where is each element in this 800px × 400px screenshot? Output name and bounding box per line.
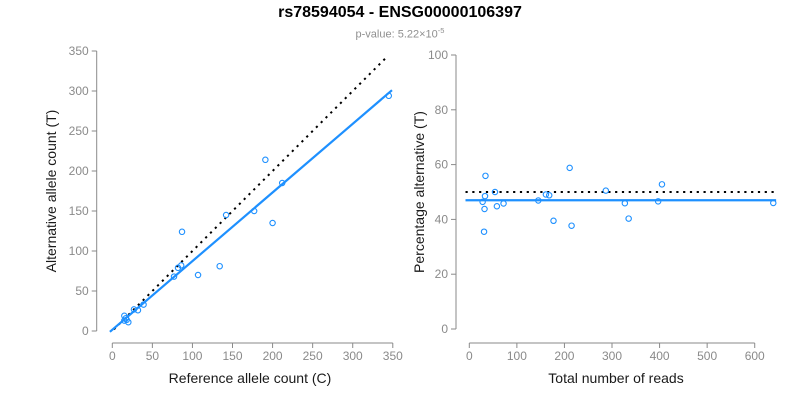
y-tick-label: 100	[69, 244, 89, 258]
y-axis-title: Alternative allele count (T)	[43, 110, 59, 273]
data-point	[621, 199, 629, 207]
y-tick-label: 0	[82, 324, 89, 338]
identity-line	[113, 55, 389, 331]
data-point	[134, 306, 142, 314]
right-scatter-plot: 0 100 200 300 400 500 600 0 20 40 60 80 100 Total num…	[411, 48, 777, 386]
x-tick-label: 150	[222, 349, 242, 363]
x-tick-label: 300	[343, 349, 363, 363]
data-point	[479, 198, 486, 206]
data-point	[194, 271, 202, 279]
data-point	[278, 179, 286, 187]
data-point	[250, 207, 258, 215]
data-point	[654, 198, 662, 205]
data-point	[262, 156, 269, 164]
x-tick-label: 200	[554, 349, 574, 363]
data-point	[481, 192, 489, 200]
y-tick-label: 80	[435, 103, 449, 117]
y-tick-label: 50	[75, 284, 89, 298]
data-point	[125, 318, 132, 326]
y-tick-label: 0	[441, 322, 448, 336]
data-point	[385, 92, 393, 100]
data-point	[491, 188, 499, 196]
x-tick-label: 0	[466, 349, 473, 363]
y-tick-label: 300	[69, 84, 89, 98]
x-tick-label: 500	[697, 349, 717, 363]
data-point	[658, 181, 666, 188]
data-point	[482, 172, 489, 180]
x-tick-label: 50	[146, 349, 160, 363]
pvalue-text: p-value: 5.22×10	[355, 28, 438, 41]
data-point	[178, 228, 186, 236]
x-axis-title: Total number of reads	[548, 370, 683, 386]
data-point	[535, 197, 542, 204]
pvalue-subtitle: p-value: 5.22×10-5	[0, 24, 800, 42]
y-tick-label: 40	[435, 212, 449, 226]
data-point	[140, 301, 147, 308]
y-tick-label: 20	[435, 267, 449, 281]
pvalue-exponent: -5	[437, 26, 445, 35]
x-tick-label: 300	[602, 349, 622, 363]
y-tick-label: 60	[435, 158, 449, 172]
data-point	[170, 273, 178, 280]
x-tick-label: 250	[303, 349, 323, 363]
x-tick-label: 350	[383, 349, 403, 363]
y-tick-label: 200	[69, 164, 89, 178]
data-point	[500, 200, 507, 207]
data-point	[545, 192, 553, 199]
page-title: rs78594054 - ENSG00000106397	[278, 4, 522, 21]
x-tick-label: 100	[507, 349, 527, 363]
x-tick-label: 200	[263, 349, 283, 363]
y-tick-label: 350	[69, 44, 89, 58]
y-tick-label: 100	[428, 48, 448, 62]
data-point	[222, 211, 230, 219]
data-point	[480, 228, 488, 235]
data-point	[770, 199, 777, 207]
data-point	[269, 219, 276, 227]
data-point	[216, 262, 223, 270]
y-axis-title: Percentage alternative (T)	[411, 111, 427, 273]
data-point	[121, 312, 128, 320]
data-point	[602, 187, 610, 194]
data-point	[130, 306, 138, 313]
data-point	[481, 205, 488, 213]
data-point	[550, 217, 557, 225]
data-point	[177, 262, 185, 269]
data-point	[542, 191, 550, 198]
data-point	[568, 222, 575, 229]
x-tick-label: 100	[182, 349, 202, 363]
x-tick-label: 400	[650, 349, 670, 363]
y-tick-label: 150	[69, 204, 89, 218]
data-point	[625, 215, 632, 222]
data-point	[493, 202, 501, 210]
x-tick-label: 600	[745, 349, 765, 363]
data-point	[566, 164, 573, 172]
left-scatter-plot: 0 50 100 150 200 250 300 350 0 50 100 150 200 250 300 3…	[43, 44, 403, 386]
x-axis-title: Reference allele count (C)	[169, 370, 332, 386]
x-tick-label: 0	[109, 349, 116, 363]
y-tick-label: 250	[69, 124, 89, 138]
